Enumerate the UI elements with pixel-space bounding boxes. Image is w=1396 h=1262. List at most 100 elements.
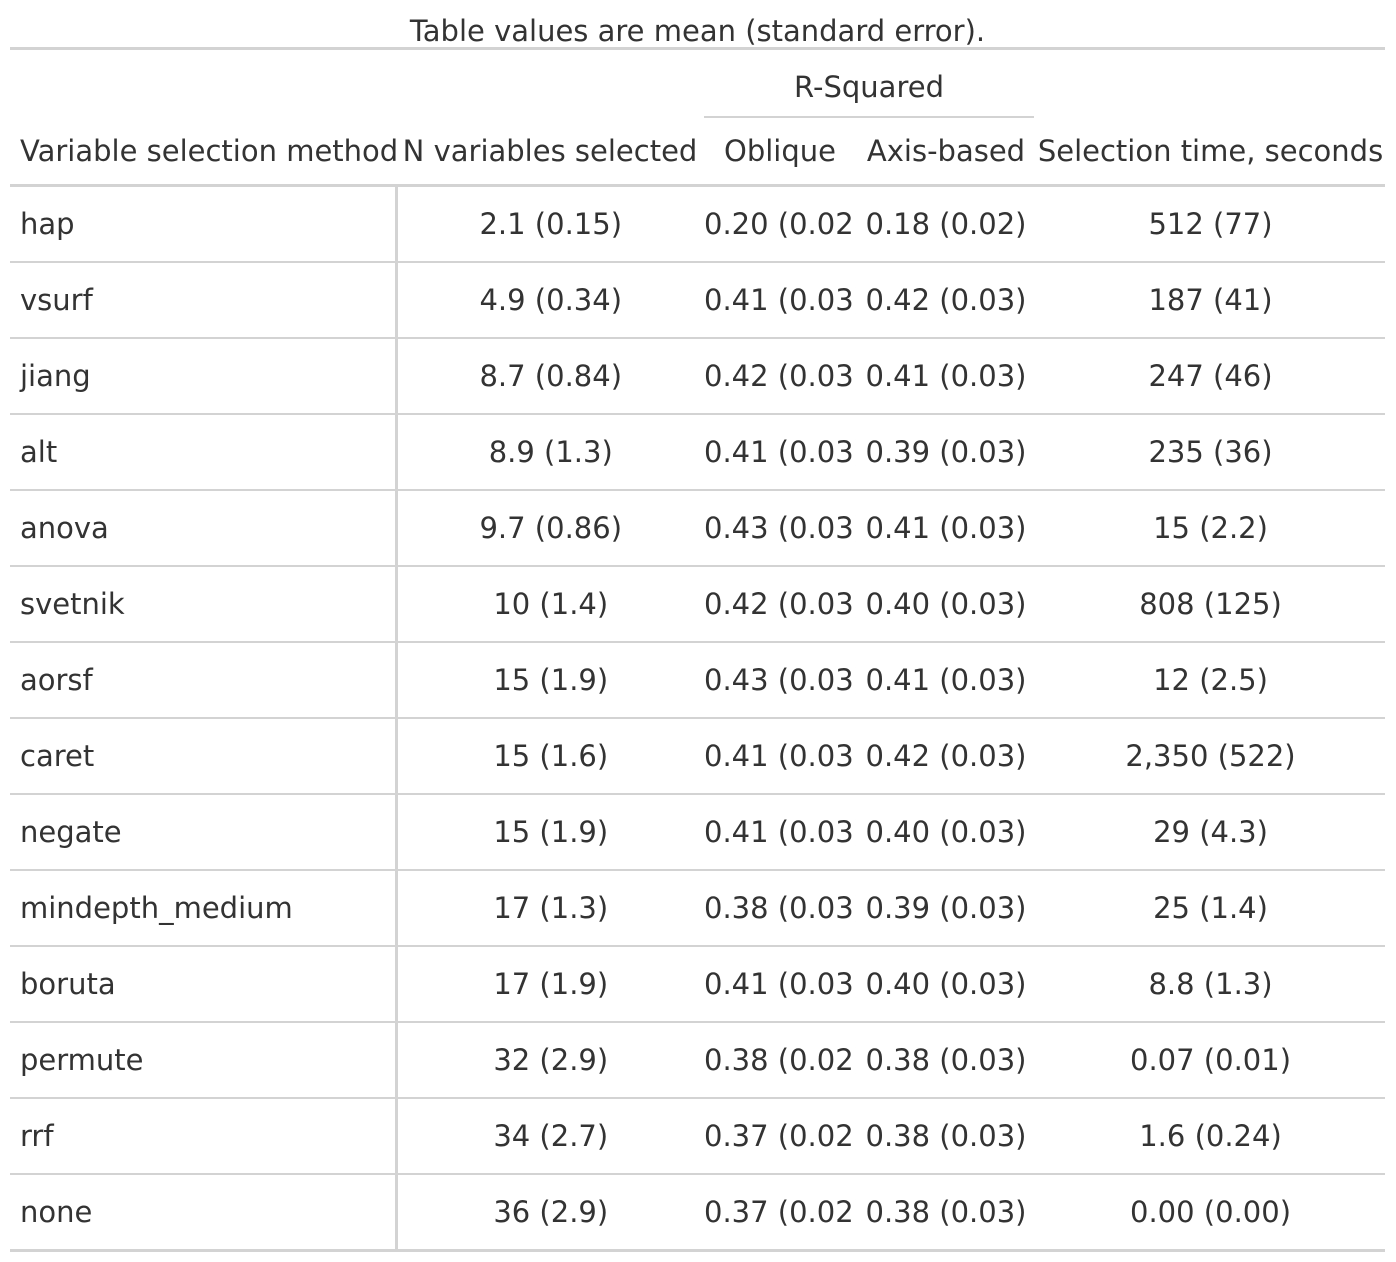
selection-time-cell: 29 (4.3) — [1036, 794, 1386, 871]
table-body: hap 2.1 (0.15) 0.20 (0.02) 0.18 (0.02) 512 (… — [10, 185, 1386, 1252]
axis-based-cell: 0.40 (0.03) — [856, 794, 1037, 871]
oblique-cell: 0.41 (0.03) — [704, 794, 856, 871]
selection-time-cell: 808 (125) — [1036, 566, 1386, 643]
n-variables-cell: 34 (2.7) — [396, 1098, 704, 1175]
oblique-cell: 0.37 (0.02) — [704, 1174, 856, 1252]
n-variables-cell: 4.9 (0.34) — [396, 262, 704, 339]
oblique-cell: 0.42 (0.03) — [704, 566, 856, 643]
selection-time-cell: 15 (2.2) — [1036, 490, 1386, 567]
axis-based-cell: 0.40 (0.03) — [856, 566, 1037, 643]
n-variables-cell: 17 (1.9) — [396, 946, 704, 1023]
method-cell: mindepth_medium — [10, 870, 398, 947]
method-cell: aorsf — [10, 642, 398, 719]
axis-based-cell: 0.38 (0.03) — [856, 1022, 1037, 1099]
method-cell: hap — [10, 185, 398, 263]
r-squared-spanner-label: R-Squared — [704, 70, 1035, 118]
method-cell: negate — [10, 794, 398, 871]
n-variables-cell: 15 (1.9) — [396, 642, 704, 719]
selection-time-cell: 247 (46) — [1036, 338, 1386, 415]
spanner-empty-cell — [1036, 50, 1385, 118]
table-row: jiang 8.7 (0.84) 0.42 (0.03) 0.41 (0.03) 247… — [10, 338, 1386, 415]
oblique-cell: 0.42 (0.03) — [704, 338, 856, 415]
table-row: svetnik 10 (1.4) 0.42 (0.03) 0.40 (0.03) 808… — [10, 566, 1386, 643]
selection-time-cell: 512 (77) — [1036, 185, 1386, 263]
column-header-row: Variable selection method N variables se… — [10, 118, 1386, 187]
method-cell: rrf — [10, 1098, 398, 1175]
method-cell: none — [10, 1174, 398, 1252]
table-row: hap 2.1 (0.15) 0.20 (0.02) 0.18 (0.02) 512 (… — [10, 185, 1386, 263]
table-row: alt 8.9 (1.3) 0.41 (0.03) 0.39 (0.03) 235 (3… — [10, 414, 1386, 491]
selection-time-cell: 2,350 (522) — [1036, 718, 1386, 795]
results-table-container: Table values are mean (standard error). … — [10, 8, 1386, 1252]
selection-time-cell: 1.6 (0.24) — [1036, 1098, 1386, 1175]
oblique-cell: 0.38 (0.03) — [704, 870, 856, 947]
axis-based-cell: 0.38 (0.03) — [856, 1174, 1037, 1252]
column-header-n-variables: N variables selected — [396, 118, 704, 187]
selection-time-cell: 25 (1.4) — [1036, 870, 1386, 947]
table-row: boruta 17 (1.9) 0.41 (0.03) 0.40 (0.03) 8.8 … — [10, 946, 1386, 1023]
method-cell: caret — [10, 718, 398, 795]
column-header-selection-time: Selection time, seconds — [1036, 118, 1386, 187]
n-variables-cell: 9.7 (0.86) — [396, 490, 704, 567]
selection-time-cell: 0.07 (0.01) — [1036, 1022, 1386, 1099]
oblique-cell: 0.41 (0.03) — [704, 414, 856, 491]
spanner-empty-cell — [10, 50, 396, 118]
n-variables-cell: 15 (1.9) — [396, 794, 704, 871]
n-variables-cell: 2.1 (0.15) — [396, 185, 704, 263]
n-variables-cell: 36 (2.9) — [396, 1174, 704, 1252]
axis-based-cell: 0.40 (0.03) — [856, 946, 1037, 1023]
axis-based-cell: 0.41 (0.03) — [856, 642, 1037, 719]
results-table: R-Squared Variable selection method N va… — [10, 50, 1386, 1252]
selection-time-cell: 187 (41) — [1036, 262, 1386, 339]
oblique-cell: 0.41 (0.03) — [704, 946, 856, 1023]
axis-based-cell: 0.41 (0.03) — [856, 490, 1037, 567]
axis-based-cell: 0.39 (0.03) — [856, 870, 1037, 947]
oblique-cell: 0.43 (0.03) — [704, 642, 856, 719]
method-cell: svetnik — [10, 566, 398, 643]
selection-time-cell: 235 (36) — [1036, 414, 1386, 491]
table-row: caret 15 (1.6) 0.41 (0.03) 0.42 (0.03) 2,350… — [10, 718, 1386, 795]
table-row: none 36 (2.9) 0.37 (0.02) 0.38 (0.03) 0.00 (… — [10, 1174, 1386, 1252]
oblique-cell: 0.41 (0.03) — [704, 262, 856, 339]
axis-based-cell: 0.42 (0.03) — [856, 262, 1037, 339]
oblique-cell: 0.20 (0.02) — [704, 185, 856, 263]
n-variables-cell: 8.7 (0.84) — [396, 338, 704, 415]
oblique-cell: 0.43 (0.03) — [704, 490, 856, 567]
axis-based-cell: 0.42 (0.03) — [856, 718, 1037, 795]
oblique-cell: 0.37 (0.02) — [704, 1098, 856, 1175]
n-variables-cell: 32 (2.9) — [396, 1022, 704, 1099]
table-row: permute 32 (2.9) 0.38 (0.02) 0.38 (0.03) 0.0… — [10, 1022, 1386, 1099]
axis-based-cell: 0.39 (0.03) — [856, 414, 1037, 491]
spanner-empty-cell — [396, 50, 704, 118]
axis-based-cell: 0.38 (0.03) — [856, 1098, 1037, 1175]
n-variables-cell: 17 (1.3) — [396, 870, 704, 947]
column-header-method: Variable selection method — [10, 118, 396, 187]
n-variables-cell: 15 (1.6) — [396, 718, 704, 795]
n-variables-cell: 8.9 (1.3) — [396, 414, 704, 491]
column-header-axis-based: Axis-based — [856, 118, 1037, 187]
axis-based-cell: 0.18 (0.02) — [856, 185, 1037, 263]
spanner-header-row: R-Squared — [10, 50, 1385, 118]
method-cell: jiang — [10, 338, 398, 415]
column-header-oblique: Oblique — [704, 118, 856, 187]
oblique-cell: 0.38 (0.02) — [704, 1022, 856, 1099]
n-variables-cell: 10 (1.4) — [396, 566, 704, 643]
selection-time-cell: 12 (2.5) — [1036, 642, 1386, 719]
table-row: aorsf 15 (1.9) 0.43 (0.03) 0.41 (0.03) 12 (2… — [10, 642, 1386, 719]
method-cell: permute — [10, 1022, 398, 1099]
method-cell: boruta — [10, 946, 398, 1023]
table-row: mindepth_medium 17 (1.3) 0.38 (0.03) 0.39 (… — [10, 870, 1386, 947]
table-row: anova 9.7 (0.86) 0.43 (0.03) 0.41 (0.03) 15 … — [10, 490, 1386, 567]
method-cell: vsurf — [10, 262, 398, 339]
oblique-cell: 0.41 (0.03) — [704, 718, 856, 795]
selection-time-cell: 8.8 (1.3) — [1036, 946, 1386, 1023]
method-cell: anova — [10, 490, 398, 567]
method-cell: alt — [10, 414, 398, 491]
r-squared-spanner: R-Squared — [704, 50, 1036, 118]
table-row: rrf 34 (2.7) 0.37 (0.02) 0.38 (0.03) 1.6 (0.… — [10, 1098, 1386, 1175]
table-caption: Table values are mean (standard error). — [10, 8, 1385, 50]
selection-time-cell: 0.00 (0.00) — [1036, 1174, 1386, 1252]
table-row: negate 15 (1.9) 0.41 (0.03) 0.40 (0.03) 29 (… — [10, 794, 1386, 871]
axis-based-cell: 0.41 (0.03) — [856, 338, 1037, 415]
table-row: vsurf 4.9 (0.34) 0.41 (0.03) 0.42 (0.03) 187… — [10, 262, 1386, 339]
